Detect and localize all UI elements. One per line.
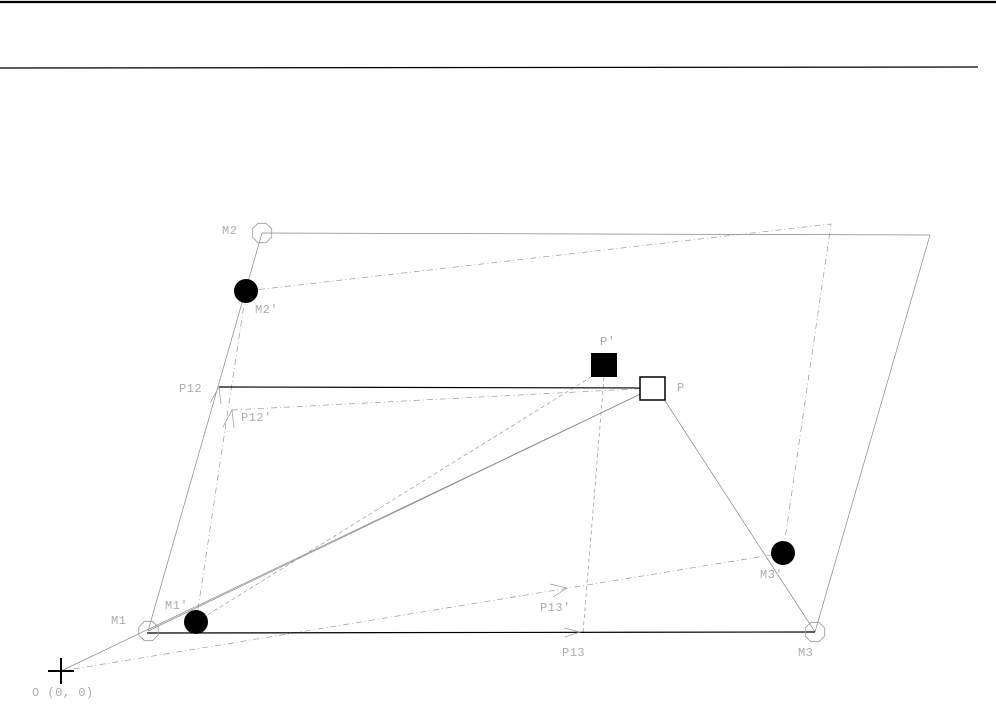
svg-text:M3: M3 (798, 646, 813, 660)
svg-text:P13': P13' (540, 601, 571, 615)
svg-text:P12: P12 (179, 382, 202, 396)
svg-text:P12': P12' (241, 411, 272, 425)
svg-text:P': P' (600, 335, 615, 349)
svg-text:M1: M1 (111, 614, 126, 628)
svg-text:P13: P13 (562, 646, 585, 660)
svg-text:M3': M3' (760, 568, 783, 582)
svg-text:O (0, 0): O (0, 0) (32, 686, 94, 700)
svg-text:M1': M1' (165, 599, 188, 613)
svg-text:M2: M2 (222, 224, 237, 238)
svg-text:M2': M2' (255, 303, 278, 317)
svg-text:P: P (677, 381, 685, 395)
